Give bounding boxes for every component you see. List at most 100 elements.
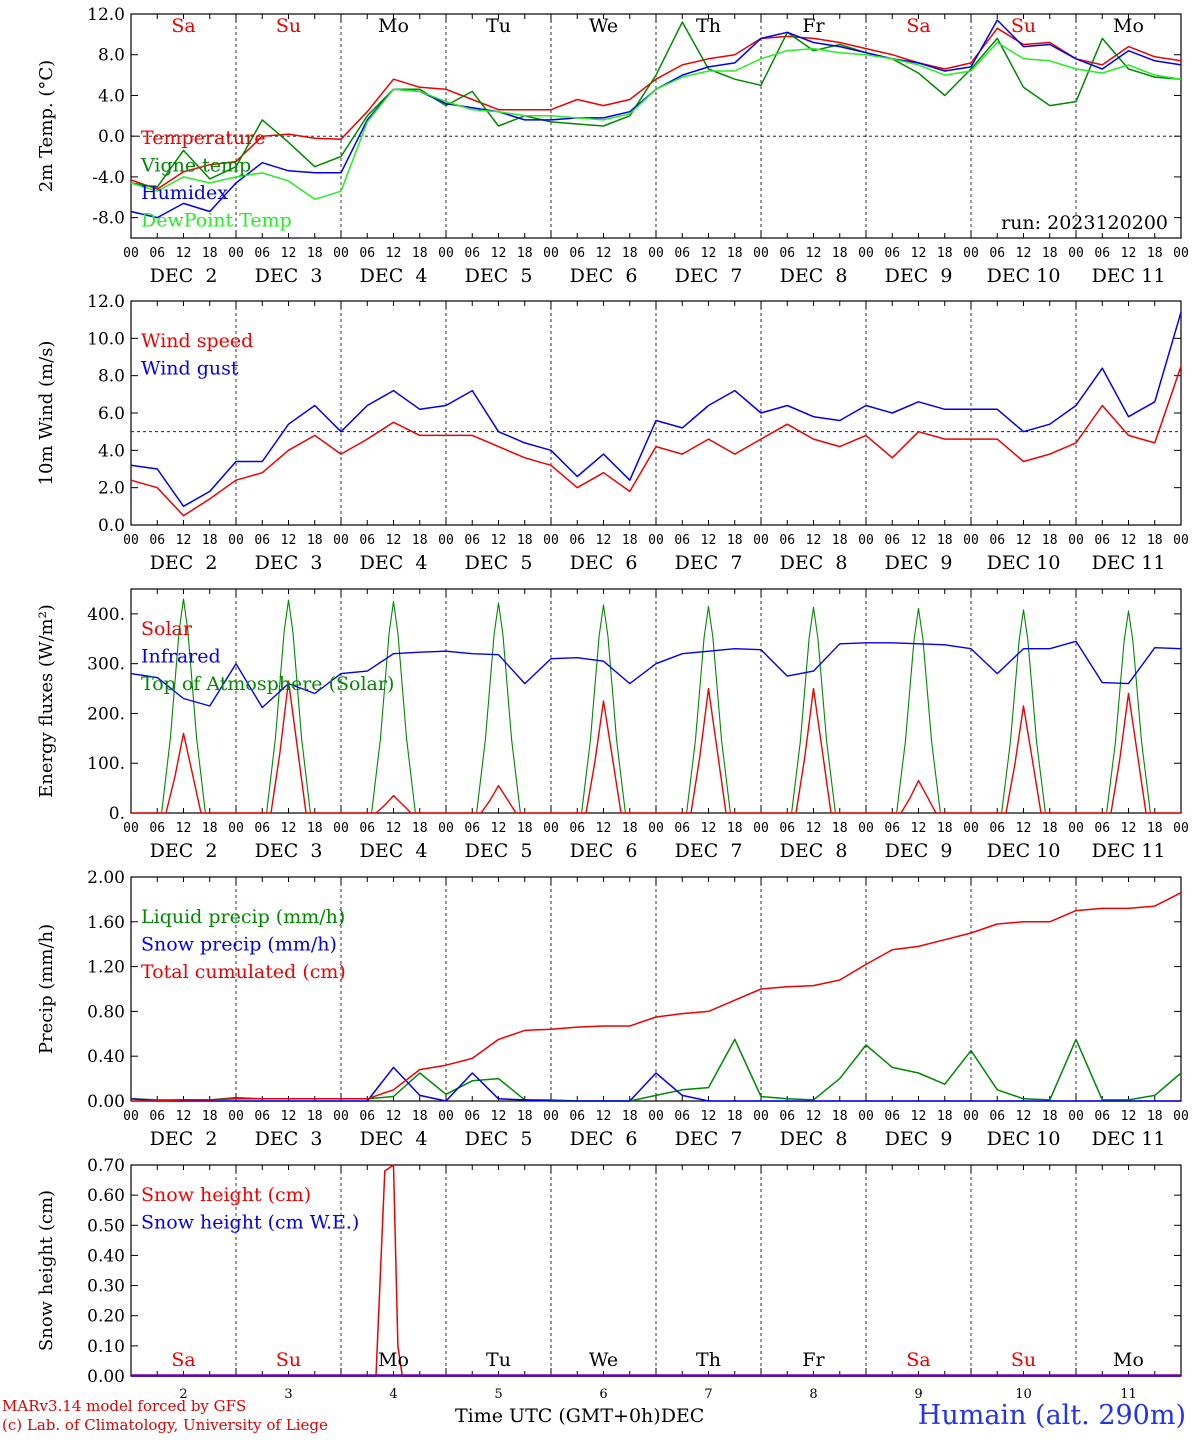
hour-tick-label: 00 [123,246,139,261]
hour-tick-label: 12 [596,246,612,261]
legend-entry: Liquid precip (mm/h) [141,906,345,928]
panel-2: 0.0 2.0 4.0 6.0 8.0 10.0 12.0 10m Wind (m/s) 00 0… [36,292,1189,574]
hour-tick-label: 06 [779,246,795,261]
day-name-label: Tu [486,1349,511,1371]
hour-tick-label: 18 [832,821,848,836]
hour-tick-label: 06 [464,246,480,261]
y-tick-label: 0.70 [87,1156,125,1176]
hour-tick-label: 00 [1173,1109,1189,1124]
date-label: DEC 7 [675,1128,743,1150]
hour-tick-label: 18 [727,246,743,261]
hour-tick-label: 12 [911,1109,927,1124]
date-label: DEC 3 [255,840,323,862]
hour-tick-label: 12 [1121,533,1137,548]
hour-tick-label: 06 [779,1109,795,1124]
day-name-label: Su [1011,15,1036,37]
plot-frame [130,13,1182,239]
hour-tick-label: 00 [963,533,979,548]
hour-tick-label: 00 [648,246,664,261]
hour-tick-label: 18 [517,533,533,548]
hour-tick-label: 00 [963,1109,979,1124]
date-label: DEC 10 [987,552,1061,574]
hour-tick-label: 18 [1147,533,1163,548]
day-name-label: Mo [378,1349,409,1371]
y-tick-label: 400. [87,605,125,625]
legend-entry: Temperature [141,127,265,149]
hour-tick-label: 12 [491,821,507,836]
hour-tick-label: 00 [858,1109,874,1124]
day-name-label: Mo [1113,1349,1144,1371]
hour-tick-label: 00 [753,533,769,548]
hour-tick-label: 06 [254,533,270,548]
hour-tick-label: 00 [333,246,349,261]
y-tick-label: 6.0 [98,404,125,424]
hour-tick-label: 18 [622,821,638,836]
y-tick-label: 4.0 [98,86,125,106]
y-tick-label: 0.20 [87,1307,125,1327]
hour-tick-label: 06 [674,1109,690,1124]
hour-tick-label: 00 [438,246,454,261]
legend-entry: Humidex [141,182,228,204]
hour-tick-label: 12 [1121,246,1137,261]
y-tick-label: 0.10 [87,1337,125,1357]
date-label: DEC 5 [465,1128,533,1150]
hour-tick-label: 12 [281,1109,297,1124]
hour-tick-label: 18 [727,821,743,836]
day-name-label: Fr [802,15,825,37]
date-label: DEC 6 [570,1128,638,1150]
hour-tick-label: 06 [989,821,1005,836]
y-tick-label: 200. [87,704,125,724]
y-tick-label: 8.0 [98,367,125,387]
y-axis-label: Energy fluxes (W/m²) [36,604,57,798]
series-line-temperature [130,27,1182,190]
hour-tick-label: 18 [1042,1109,1058,1124]
y-axis-label: Precip (mm/h) [36,924,57,1054]
hour-tick-label: 00 [1068,246,1084,261]
y-tick-label: -4.0 [92,168,125,188]
hour-tick-label: 06 [464,821,480,836]
hour-tick-label: 12 [386,246,402,261]
hour-tick-label: 12 [386,821,402,836]
date-label: DEC 11 [1092,265,1166,287]
hour-tick-label: 06 [884,246,900,261]
credit-label: (c) Lab. of Climatology, University of L… [2,1416,328,1434]
day-number-label: 5 [494,1387,502,1402]
hour-tick-label: 12 [1016,1109,1032,1124]
hour-tick-label: 06 [779,821,795,836]
y-tick-label: 0.60 [87,1186,125,1206]
hour-tick-label: 06 [359,246,375,261]
hour-tick-label: 06 [254,821,270,836]
date-label: DEC 11 [1092,1128,1166,1150]
legend-entry: Solar [141,618,193,640]
day-number-label: 9 [914,1387,922,1402]
day-name-label: Su [276,15,301,37]
hour-tick-label: 06 [884,1109,900,1124]
y-tick-label: 10.0 [87,329,125,349]
day-name-label: Su [1011,1349,1036,1371]
date-label: DEC 4 [360,840,428,862]
hour-tick-label: 12 [176,246,192,261]
hour-tick-label: 00 [543,246,559,261]
day-name-label: Su [276,1349,301,1371]
date-label: DEC 5 [465,552,533,574]
series-line-vigne-temp [130,21,1182,188]
hour-tick-label: 12 [281,821,297,836]
y-tick-label: 0.0 [98,516,125,536]
hour-tick-label: 18 [1147,1109,1163,1124]
hour-tick-label: 00 [753,246,769,261]
day-name-label: Mo [1113,15,1144,37]
hour-tick-label: 12 [911,246,927,261]
date-label: DEC 3 [255,265,323,287]
hour-tick-label: 00 [1173,246,1189,261]
y-tick-label: 0.0 [98,127,125,147]
hour-tick-label: 06 [254,1109,270,1124]
y-tick-label: 12.0 [87,292,125,312]
y-tick-label: 1.20 [87,958,125,978]
hour-tick-label: 06 [359,821,375,836]
series-line-dewpoint-temp [130,41,1182,201]
hour-tick-label: 12 [806,533,822,548]
hour-tick-label: 00 [1068,533,1084,548]
hour-tick-label: 18 [517,246,533,261]
run-label: run: 2023120200 [1001,212,1168,234]
hour-tick-label: 18 [307,1109,323,1124]
